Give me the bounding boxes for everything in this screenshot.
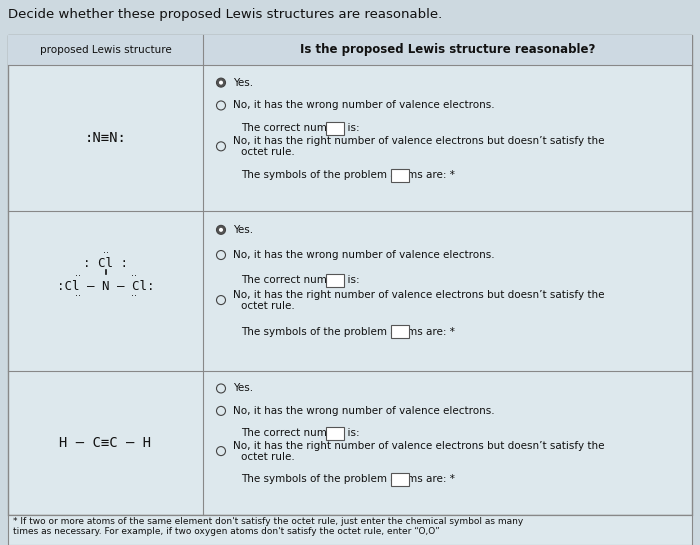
Text: No, it has the wrong number of valence electrons.: No, it has the wrong number of valence e… xyxy=(233,100,495,111)
Circle shape xyxy=(216,225,225,234)
Text: ··: ·· xyxy=(130,291,136,301)
Text: : Cl :: : Cl : xyxy=(83,257,128,270)
Circle shape xyxy=(216,446,225,456)
Circle shape xyxy=(216,101,225,110)
Text: Yes.: Yes. xyxy=(233,225,253,235)
Text: :Cl — N — Cl:: :Cl — N — Cl: xyxy=(57,280,154,293)
Bar xyxy=(391,325,409,338)
Bar xyxy=(8,35,692,65)
Text: octet rule.: octet rule. xyxy=(241,452,295,462)
Circle shape xyxy=(219,228,223,232)
Bar xyxy=(8,35,692,515)
Bar xyxy=(8,515,692,545)
Text: No, it has the right number of valence electrons but doesn’t satisfy the: No, it has the right number of valence e… xyxy=(233,290,605,300)
Text: Decide whether these proposed Lewis structures are reasonable.: Decide whether these proposed Lewis stru… xyxy=(8,8,442,21)
Text: Yes.: Yes. xyxy=(233,384,253,393)
Text: proposed Lewis structure: proposed Lewis structure xyxy=(40,45,172,55)
Text: ··: ·· xyxy=(102,248,108,258)
Text: :N≡N:: :N≡N: xyxy=(85,131,127,145)
Circle shape xyxy=(216,78,225,87)
Text: Is the proposed Lewis structure reasonable?: Is the proposed Lewis structure reasonab… xyxy=(300,44,595,57)
Text: No, it has the wrong number of valence electrons.: No, it has the wrong number of valence e… xyxy=(233,406,495,416)
Text: The correct number is:: The correct number is: xyxy=(241,275,360,285)
Text: No, it has the right number of valence electrons but doesn’t satisfy the: No, it has the right number of valence e… xyxy=(233,136,605,147)
Bar xyxy=(391,169,409,181)
Circle shape xyxy=(216,251,225,259)
Circle shape xyxy=(216,407,225,415)
Text: ··: ·· xyxy=(130,271,136,281)
Text: The symbols of the problem atoms are: *: The symbols of the problem atoms are: * xyxy=(241,475,455,485)
Bar xyxy=(391,473,409,486)
Circle shape xyxy=(219,81,223,84)
Text: * If two or more atoms of the same element don't satisfy the octet rule, just en: * If two or more atoms of the same eleme… xyxy=(13,517,524,536)
Text: The symbols of the problem atoms are: *: The symbols of the problem atoms are: * xyxy=(241,170,455,180)
Bar xyxy=(326,427,344,440)
Circle shape xyxy=(216,384,225,393)
Text: H — C≡C — H: H — C≡C — H xyxy=(60,436,152,450)
Text: No, it has the right number of valence electrons but doesn’t satisfy the: No, it has the right number of valence e… xyxy=(233,441,605,451)
Text: ··: ·· xyxy=(74,271,81,281)
Text: The correct number is:: The correct number is: xyxy=(241,428,360,438)
Bar xyxy=(326,274,344,287)
Text: The symbols of the problem atoms are: *: The symbols of the problem atoms are: * xyxy=(241,327,455,337)
Text: No, it has the wrong number of valence electrons.: No, it has the wrong number of valence e… xyxy=(233,250,495,260)
Bar xyxy=(326,122,344,135)
Text: octet rule.: octet rule. xyxy=(241,301,295,311)
Text: ··: ·· xyxy=(74,291,81,301)
Text: The correct number is:: The correct number is: xyxy=(241,123,360,134)
Circle shape xyxy=(216,142,225,151)
Circle shape xyxy=(216,295,225,305)
Text: octet rule.: octet rule. xyxy=(241,147,295,158)
Text: Yes.: Yes. xyxy=(233,77,253,88)
